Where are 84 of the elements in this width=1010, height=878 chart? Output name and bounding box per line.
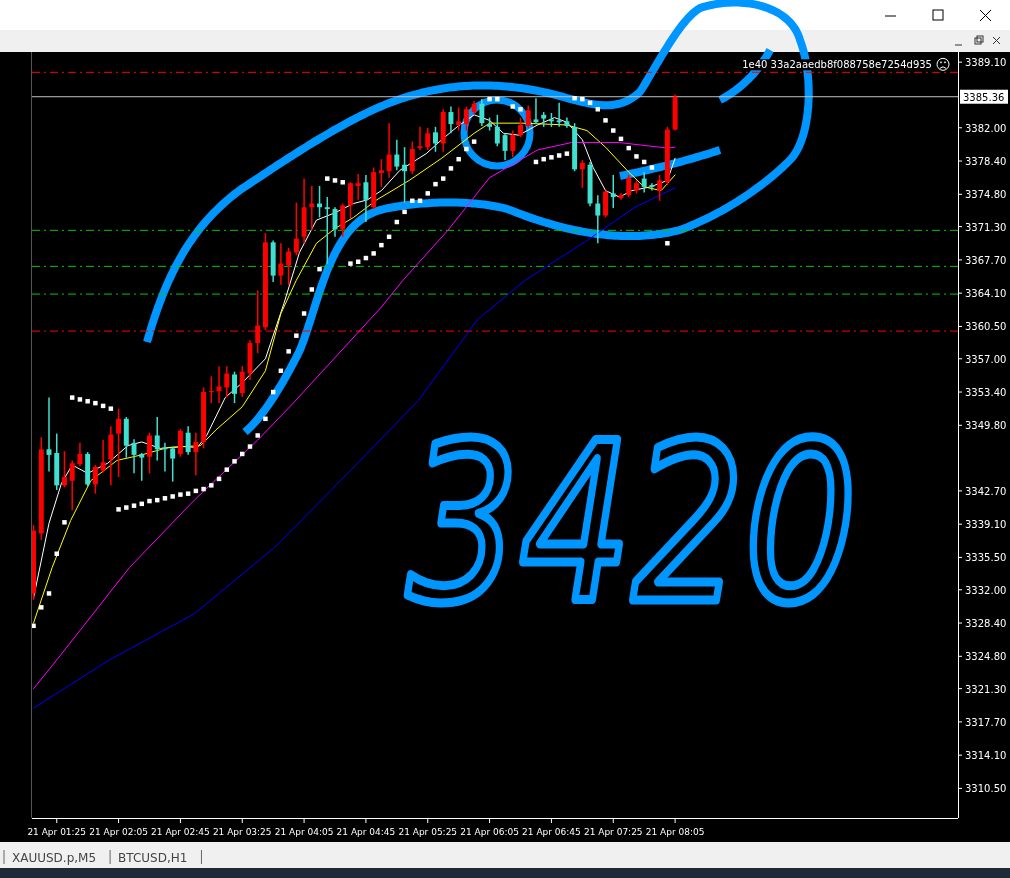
candlestick [657, 174, 663, 202]
candlestick [463, 105, 469, 132]
candlestick [177, 428, 183, 458]
x-tick-label: 21 Apr 01:25 [27, 827, 87, 837]
text: XAUUSD.p,M5 [12, 851, 97, 865]
candlestick [448, 105, 454, 135]
candlestick [147, 431, 152, 475]
ref-line-label: 1e40 33a2aaedb8f088758e7254d935 [742, 59, 932, 71]
y-tick-label: 3324.80 [965, 651, 1007, 663]
candlestick [154, 416, 160, 462]
y-tick-label: 3389.10 [965, 57, 1007, 69]
y-tick-label: 3321.30 [965, 683, 1007, 695]
y-tick-label: 3374.80 [965, 189, 1007, 201]
candlestick [286, 247, 292, 286]
y-tick-label: 3328.40 [965, 618, 1007, 630]
candlestick [494, 114, 500, 147]
x-tick-label: 21 Apr 02:45 [151, 827, 210, 837]
candlestick [479, 98, 485, 127]
candlestick [162, 442, 168, 473]
y-tick-label: 3364.10 [965, 288, 1007, 300]
candlestick [355, 173, 361, 201]
x-tick-label: 21 Apr 06:05 [460, 827, 519, 837]
candlestick [139, 452, 145, 482]
candlestick [394, 139, 400, 172]
x-tick-label: 21 Apr 08:05 [645, 827, 705, 837]
candlestick [77, 442, 83, 467]
candlestick [92, 464, 98, 495]
candlestick [61, 450, 67, 488]
candlestick [425, 127, 431, 151]
y-tick-label: 3360.50 [965, 321, 1007, 333]
x-tick-label: 21 Apr 04:45 [336, 827, 396, 837]
candlestick [502, 132, 508, 161]
x-tick-label: 21 Apr 07:25 [583, 827, 643, 837]
y-tick-label: 3367.70 [965, 254, 1007, 266]
y-tick-label: 3317.70 [965, 716, 1007, 728]
candlestick [232, 370, 237, 404]
candlestick [324, 196, 330, 265]
ref-line-label: 3385.36 [963, 91, 1005, 103]
candlestick [216, 365, 222, 404]
candlestick [433, 126, 438, 153]
candlestick [293, 201, 299, 257]
candlestick [193, 431, 199, 476]
candlestick [610, 174, 616, 209]
candlestick [347, 181, 353, 220]
y-tick-label: 3314.10 [965, 750, 1007, 762]
candlestick [208, 375, 214, 404]
candlestick [518, 116, 523, 138]
candlestick [556, 102, 562, 128]
candlestick [510, 129, 516, 159]
candlestick [278, 242, 284, 286]
candlestick [409, 140, 415, 175]
y-tick-label: 3349.80 [965, 420, 1007, 432]
candlestick [116, 407, 122, 478]
candlestick [533, 97, 539, 125]
y-tick-label: 3378.40 [965, 156, 1007, 168]
candlestick [386, 122, 392, 179]
candlestick [363, 174, 369, 223]
candlestick [224, 365, 230, 399]
x-tick-label: 21 Apr 02:05 [89, 827, 148, 837]
y-tick-label: 3353.40 [965, 387, 1007, 399]
candlestick [69, 459, 75, 512]
y-tick-label: 3382.00 [965, 122, 1007, 134]
text: BTCUSD,H1 [118, 851, 188, 865]
x-tick-label: 21 Apr 03:25 [212, 827, 272, 837]
candlestick [579, 159, 585, 189]
y-tick-label: 3371.30 [965, 221, 1007, 233]
candlestick [185, 425, 191, 456]
candlestick [100, 439, 106, 474]
candlestick [239, 365, 245, 398]
y-tick-label: 3310.50 [965, 783, 1007, 795]
candlestick [595, 194, 601, 245]
candlestick [525, 104, 531, 129]
candlestick [402, 146, 408, 204]
x-tick-label: 21 Apr 05:25 [398, 827, 458, 837]
candlestick [626, 174, 632, 198]
candlestick [649, 182, 655, 192]
x-tick-label: 21 Apr 04:05 [274, 827, 334, 837]
candlestick [641, 171, 647, 194]
candlestick [456, 106, 462, 132]
candlestick [131, 438, 137, 475]
x-tick-label: 21 Apr 06:45 [522, 827, 581, 837]
y-tick-label: 3357.00 [965, 353, 1007, 365]
candlestick [170, 445, 176, 483]
candlestick [378, 158, 384, 188]
